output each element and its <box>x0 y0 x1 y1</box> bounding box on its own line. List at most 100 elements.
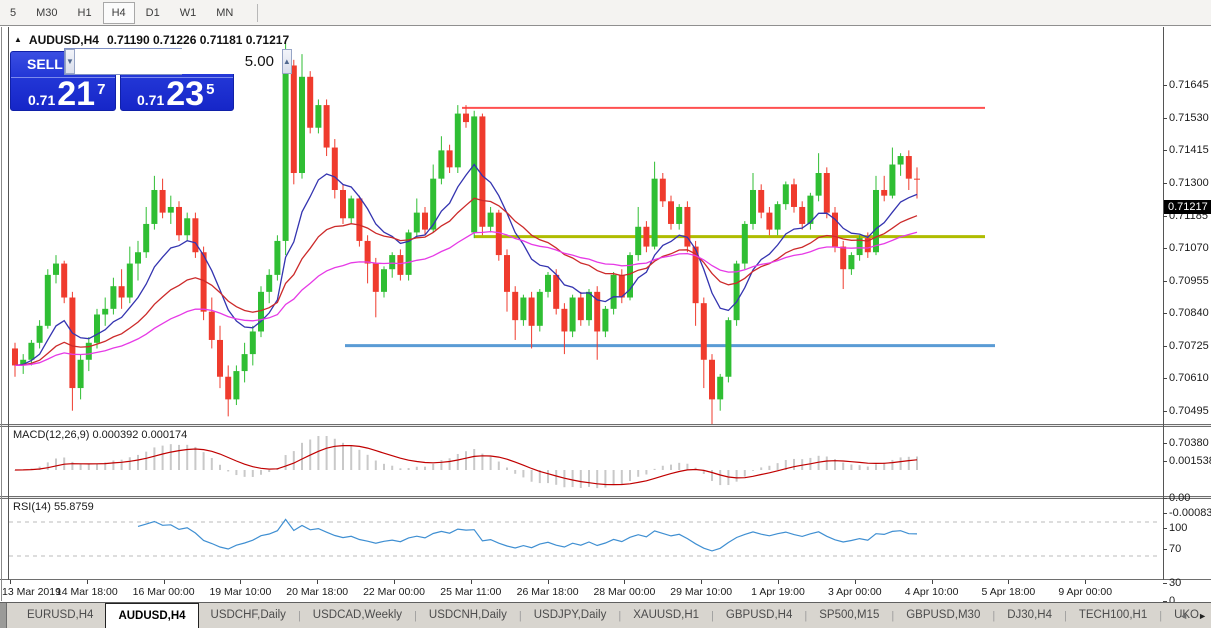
time-axis-tick <box>1085 580 1087 584</box>
rsi-axis-label: 30 <box>1169 577 1182 589</box>
timeframe-button-D1[interactable]: D1 <box>145 6 160 19</box>
macd-axis-label: 0.001538 <box>1169 455 1211 467</box>
chart-tab-USDCAD-Weekly[interactable]: USDCAD,Weekly <box>312 609 403 621</box>
candle-body <box>791 184 797 207</box>
macd-histogram-bar <box>784 460 787 470</box>
candle-body <box>766 212 773 230</box>
macd-histogram-bar <box>333 438 336 470</box>
chart-tab-USDCHF-Daily[interactable]: USDCHF,Daily <box>210 609 286 621</box>
candle-body <box>553 274 560 309</box>
macd-histogram-bar <box>719 470 722 486</box>
time-axis-label: 26 Mar 18:00 <box>516 586 579 598</box>
rsi-axis-label: 70 <box>1169 543 1182 555</box>
macd-axis-tick <box>1163 461 1167 462</box>
volume-increase-button[interactable]: ▲ <box>281 49 292 74</box>
macd-histogram-bar <box>645 470 648 475</box>
chart-tab-TECH100-H1[interactable]: TECH100,H1 <box>1078 609 1148 621</box>
chart-window[interactable]: ▲ AUDUSD,H4 0.71190 0.71226 0.71181 0.7121… <box>0 27 1211 607</box>
panel-splitter-macd[interactable] <box>0 424 1211 427</box>
candle-body <box>750 189 756 224</box>
macd-histogram-bar <box>661 465 664 470</box>
macd-histogram-bar <box>350 445 353 470</box>
candle-body <box>356 198 363 241</box>
macd-histogram-bar <box>325 436 328 470</box>
collapse-triangle-icon[interactable]: ▲ <box>14 35 22 44</box>
candle-body <box>848 255 855 270</box>
timeframe-button-MN[interactable]: MN <box>216 6 234 19</box>
price-axis-tick <box>1163 313 1167 315</box>
price-axis-label: 0.71530 <box>1169 111 1209 124</box>
chart-tab-UKO[interactable]: UKO <box>1174 609 1199 621</box>
price-axis-label: 0.71070 <box>1169 242 1209 255</box>
candle-body <box>126 263 133 298</box>
price-axis-label: 0.70955 <box>1169 274 1209 287</box>
bid-price: 0.71 21 7 <box>28 77 115 110</box>
macd-histogram-bar <box>530 470 533 482</box>
macd-histogram-bar <box>186 444 189 470</box>
time-axis-label: 13 Mar 2019 <box>2 586 61 598</box>
timeframe-button-W1[interactable]: W1 <box>179 6 197 19</box>
time-axis-label: 4 Apr 10:00 <box>904 586 959 598</box>
tab-scroll-right-icon[interactable]: ► <box>1198 611 1207 621</box>
time-axis-label: 9 Apr 00:00 <box>1058 586 1113 598</box>
candle-body <box>840 246 847 270</box>
rsi-panel-canvas[interactable] <box>0 499 1163 580</box>
chart-tab-GBPUSD-M30[interactable]: GBPUSD,M30 <box>906 609 981 621</box>
tab-scroll-left-icon[interactable]: ◄ <box>1179 611 1189 621</box>
chart-symbol-label: AUDUSD,H4 <box>28 33 99 47</box>
macd-histogram-bar <box>96 463 98 470</box>
candle-body <box>454 113 461 168</box>
chart-tab-EURUSD-H4[interactable]: EURUSD,H4 <box>26 609 94 621</box>
macd-histogram-bar <box>497 461 500 470</box>
timeframe-button-5[interactable]: 5 <box>10 6 17 19</box>
chart-tab-USDJPY-Daily[interactable]: USDJPY,Daily <box>533 609 607 621</box>
candle-body <box>905 156 912 179</box>
price-chart-canvas[interactable] <box>0 27 1163 424</box>
macd-histogram-bar <box>79 463 82 470</box>
candle-body <box>94 314 100 343</box>
chart-tab-USDCNH-Daily[interactable]: USDCNH,Daily <box>428 609 507 621</box>
time-axis-label: 28 Mar 00:00 <box>593 586 656 598</box>
candle-body <box>364 240 371 264</box>
candle-body <box>684 206 691 247</box>
rsi-label: RSI(14) 55.8759 <box>13 501 94 513</box>
macd-histogram-bar <box>653 468 656 470</box>
timeframe-button-H1[interactable]: H1 <box>77 6 92 19</box>
macd-histogram-bar <box>366 454 369 470</box>
chart-tab-XAUUSD-H1[interactable]: XAUUSD,H1 <box>633 609 700 621</box>
chart-tab-SP500-M15[interactable]: SP500,M15 <box>819 609 880 621</box>
candle-body <box>372 263 379 292</box>
price-axis-tick <box>1163 443 1167 445</box>
chart-tab-GBPUSD-H4[interactable]: GBPUSD,H4 <box>725 609 793 621</box>
chart-tab-AUDUSD-H4[interactable]: AUDUSD,H4 <box>105 603 199 628</box>
macd-histogram-bar <box>547 470 549 484</box>
chart-title: ▲ AUDUSD,H4 0.71190 0.71226 0.71181 0.7121… <box>14 33 289 47</box>
candle-body <box>438 150 445 179</box>
macd-histogram-bar <box>588 470 590 487</box>
price-axis-tick <box>1163 248 1167 250</box>
rsi-axis-tick <box>1163 528 1167 529</box>
timeframe-button-M30[interactable]: M30 <box>36 6 58 19</box>
candle-body <box>832 212 838 247</box>
time-axis[interactable]: 13 Mar 2019 14 Mar 18:00 16 Mar 00:00 19 Ma… <box>0 580 1163 601</box>
macd-histogram-bar <box>489 456 492 470</box>
candle-body <box>258 291 264 332</box>
chart-tab-DJ30-H4[interactable]: DJ30,H4 <box>1007 609 1052 621</box>
candle-body <box>627 255 633 298</box>
candle-body <box>725 320 732 377</box>
volume-decrease-button[interactable]: ▼ <box>65 49 75 74</box>
volume-input[interactable] <box>74 49 282 74</box>
panel-splitter-rsi[interactable] <box>0 496 1211 499</box>
macd-histogram-bar <box>768 465 771 470</box>
macd-histogram-bar <box>694 467 697 470</box>
sell-label: SELL <box>11 52 115 78</box>
timeframe-button-H4[interactable]: H4 <box>102 1 135 24</box>
macd-histogram-bar <box>620 470 623 485</box>
candle-body <box>53 263 59 275</box>
candle-body <box>381 269 387 292</box>
time-axis-border <box>0 579 1211 580</box>
candle-body <box>733 263 740 321</box>
macd-panel-canvas[interactable] <box>0 427 1163 496</box>
rsi-axis-tick <box>1163 583 1167 584</box>
candle-body <box>331 147 338 190</box>
